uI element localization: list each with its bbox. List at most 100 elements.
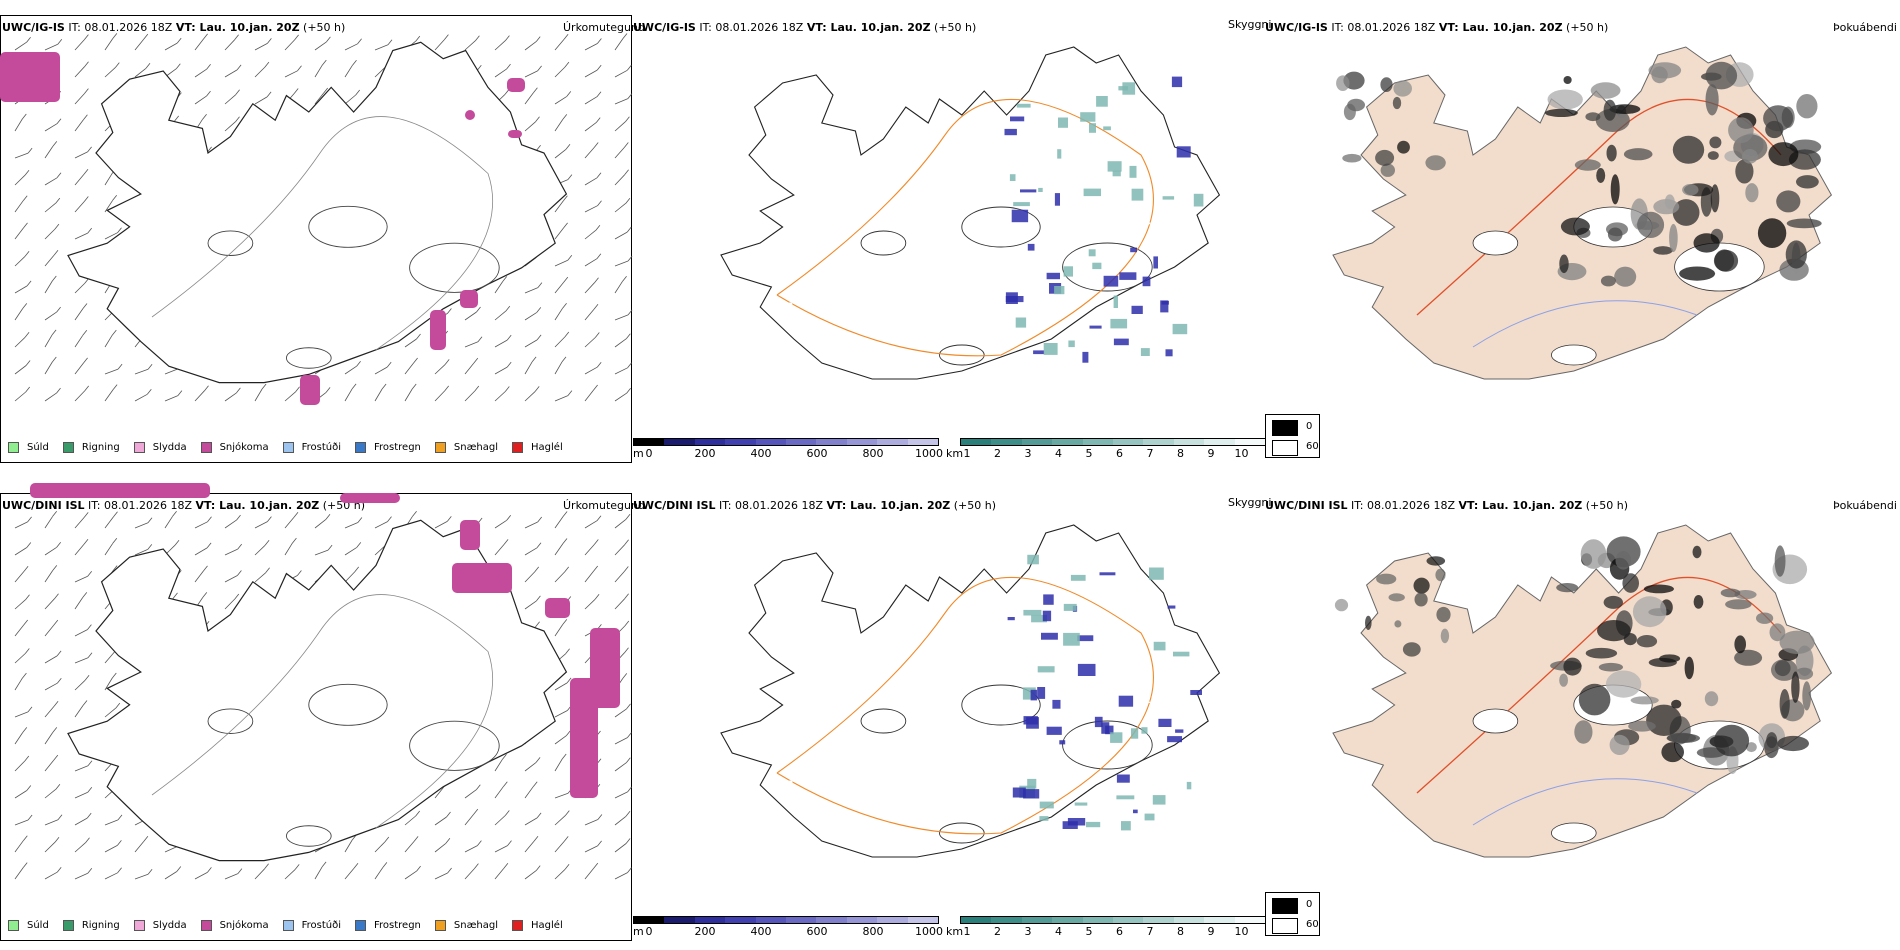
wind-barb — [554, 119, 564, 132]
wind-barb — [74, 93, 85, 105]
wind-barb — [44, 334, 53, 348]
wind-barb-flag — [503, 539, 509, 545]
wind-barb-flag — [112, 33, 118, 39]
wind-barb — [584, 366, 598, 375]
wind-barb — [494, 68, 507, 78]
wind-barb-flag — [57, 814, 63, 820]
wind-barb-flag — [595, 117, 601, 123]
wind-barb-flag — [563, 836, 569, 842]
wind-barb — [344, 43, 358, 51]
glacier-outline — [409, 720, 500, 771]
cloud-cell — [1039, 801, 1054, 809]
colorbar-bin — [786, 917, 817, 923]
fog-cell — [1774, 545, 1786, 577]
cloud-base-label: 127 — [914, 244, 935, 255]
wind-barb-flag — [22, 672, 27, 679]
cloud-cell — [1012, 787, 1026, 798]
cloud-cell — [1144, 813, 1155, 821]
fog-cell — [1672, 199, 1700, 226]
wind-barb-flag — [83, 114, 88, 121]
wind-barb — [464, 341, 479, 348]
cloud-base-label: 179 — [837, 159, 858, 170]
glacier-outline — [1062, 242, 1153, 292]
wind-barb-flag — [567, 390, 573, 396]
wind-barb-flag — [235, 116, 240, 122]
wind-barb-flag — [264, 540, 270, 546]
wind-barb — [104, 334, 113, 348]
visibility-tick: 5 — [1085, 925, 1093, 938]
iceland-coastline — [720, 524, 1221, 858]
glacier-outline — [938, 822, 985, 844]
cloud-cell — [1193, 193, 1204, 207]
height-tick: 200 — [694, 925, 716, 938]
wind-barb-flag — [143, 835, 149, 842]
wind-barb-flag — [87, 787, 93, 793]
wind-barb-flag — [351, 383, 357, 390]
wind-barb-flag — [26, 785, 32, 791]
valid-time: VT: Lau. 10.jan. 20Z — [175, 21, 300, 34]
fog-cell — [1609, 104, 1641, 114]
fog-cell — [1609, 734, 1630, 755]
wind-barb — [614, 121, 626, 132]
wind-barb-flag — [627, 732, 632, 738]
fog-cell — [1622, 573, 1639, 593]
wind-barb-flag — [534, 566, 540, 573]
wind-barb — [434, 364, 446, 375]
wind-barb — [74, 705, 84, 718]
wind-barb — [494, 758, 503, 772]
wind-barb — [524, 339, 538, 348]
fog-legend-swatch — [1272, 918, 1298, 934]
wind-barb-flag — [83, 539, 89, 545]
fog-legend-label: 0 — [1306, 899, 1313, 910]
wind-barb — [554, 307, 563, 321]
fog-cell — [1334, 598, 1349, 612]
fog-cell — [1365, 615, 1372, 630]
wind-barb-flag — [596, 172, 602, 179]
fog-cell — [1669, 223, 1678, 253]
wind-barb-flag — [625, 514, 631, 520]
wind-barb-flag — [204, 385, 209, 391]
legend-swatch — [512, 442, 524, 453]
wind-barb-flag — [627, 255, 633, 262]
wind-barb-flag — [24, 648, 30, 654]
wind-barb — [554, 624, 564, 637]
wind-barb — [554, 869, 566, 880]
fog-cell — [1710, 184, 1720, 213]
snow-area — [430, 310, 446, 350]
wind-barb — [614, 38, 624, 51]
cloud-cell — [1140, 348, 1150, 356]
fog-cell — [1425, 155, 1446, 171]
fog-cell — [1596, 168, 1606, 183]
wind-barb-flag — [562, 511, 568, 517]
cloud-base-label: 1207 — [990, 328, 1018, 339]
wind-barb-flag — [355, 89, 361, 96]
wind-barb-flag — [112, 384, 118, 390]
colorbar-bin — [907, 439, 939, 445]
wind-barb — [74, 174, 85, 186]
wind-barb — [254, 521, 268, 529]
wind-barb-flag — [112, 538, 118, 544]
run-header: UWC/DINI ISL IT: 08.01.2026 18Z VT: Lau.… — [633, 499, 996, 513]
wind-barb-flag — [174, 115, 180, 122]
wind-barb — [14, 711, 29, 718]
wind-barb — [44, 759, 55, 772]
fog-cell — [1709, 136, 1722, 149]
wind-barb — [494, 786, 504, 799]
wind-barb — [554, 682, 568, 691]
wind-barb — [104, 543, 114, 556]
fog-cell — [1661, 742, 1684, 763]
wind-barb-flag — [174, 539, 180, 546]
run-header: UWC/IG-IS IT: 08.01.2026 18Z VT: Lau. 10… — [1265, 21, 1608, 35]
height-tick: 400 — [750, 447, 772, 460]
wind-barb — [14, 819, 29, 826]
wind-barb — [74, 657, 89, 664]
run-header: UWC/DINI ISL IT: 08.01.2026 18Z VT: Lau.… — [1265, 499, 1628, 513]
wind-barb-flag — [234, 34, 239, 41]
wind-barb-flag — [294, 864, 300, 870]
wind-barb — [494, 40, 506, 51]
legend-label: Súld — [27, 442, 49, 453]
cloud-cell — [1142, 276, 1151, 287]
fog-cell — [1679, 266, 1716, 281]
wind-barb — [224, 392, 237, 402]
wind-barb — [374, 366, 388, 375]
